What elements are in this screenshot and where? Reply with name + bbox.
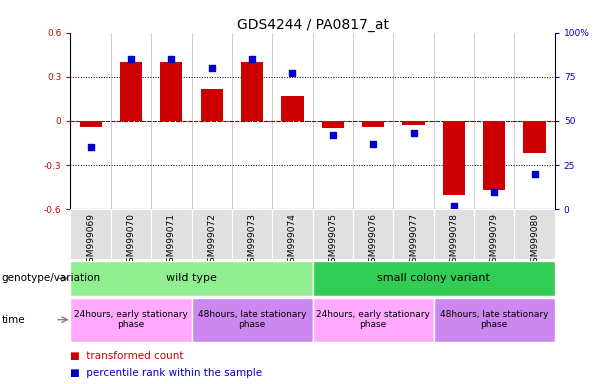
Text: GSM999075: GSM999075 xyxy=(329,213,337,268)
Point xyxy=(167,56,177,62)
Bar xyxy=(272,209,313,259)
Text: small colony variant: small colony variant xyxy=(377,273,490,283)
Point xyxy=(86,144,96,151)
Text: GSM999069: GSM999069 xyxy=(86,213,95,268)
Point xyxy=(207,65,216,71)
Text: GSM999073: GSM999073 xyxy=(248,213,257,268)
Bar xyxy=(443,121,465,195)
Bar xyxy=(232,209,272,259)
Text: GSM999074: GSM999074 xyxy=(288,213,297,268)
Bar xyxy=(322,121,344,128)
Bar xyxy=(70,261,313,296)
Text: wild type: wild type xyxy=(166,273,217,283)
Bar xyxy=(111,209,151,259)
Bar xyxy=(353,209,394,259)
Point xyxy=(489,189,499,195)
Text: 24hours, early stationary
phase: 24hours, early stationary phase xyxy=(316,310,430,329)
Bar xyxy=(433,298,555,342)
Point xyxy=(449,203,459,209)
Bar xyxy=(394,209,434,259)
Point xyxy=(530,171,539,177)
Bar xyxy=(200,89,223,121)
Bar xyxy=(120,62,142,121)
Text: GSM999080: GSM999080 xyxy=(530,213,539,268)
Point xyxy=(368,141,378,147)
Text: GSM999072: GSM999072 xyxy=(207,213,216,268)
Bar xyxy=(191,298,313,342)
Bar xyxy=(80,121,102,127)
Point xyxy=(287,70,297,76)
Point xyxy=(126,56,136,62)
Bar xyxy=(483,121,505,190)
Text: GSM999076: GSM999076 xyxy=(368,213,378,268)
Bar xyxy=(514,209,555,259)
Point xyxy=(328,132,338,138)
Text: 24hours, early stationary
phase: 24hours, early stationary phase xyxy=(74,310,188,329)
Bar xyxy=(191,209,232,259)
Bar xyxy=(241,62,263,121)
Text: GSM999071: GSM999071 xyxy=(167,213,176,268)
Point xyxy=(409,130,419,136)
Text: ■  transformed count: ■ transformed count xyxy=(70,351,184,361)
Text: GSM999070: GSM999070 xyxy=(126,213,135,268)
Text: 48hours, late stationary
phase: 48hours, late stationary phase xyxy=(440,310,549,329)
Text: 48hours, late stationary
phase: 48hours, late stationary phase xyxy=(198,310,306,329)
Bar xyxy=(70,298,191,342)
Text: GSM999077: GSM999077 xyxy=(409,213,418,268)
Text: ■  percentile rank within the sample: ■ percentile rank within the sample xyxy=(70,368,262,378)
Text: time: time xyxy=(1,314,25,325)
Bar xyxy=(313,209,353,259)
Bar xyxy=(402,121,425,126)
Bar xyxy=(474,209,514,259)
Bar xyxy=(151,209,191,259)
Bar xyxy=(362,121,384,127)
Bar xyxy=(281,96,303,121)
Point xyxy=(247,56,257,62)
Bar xyxy=(313,261,555,296)
Text: GSM999078: GSM999078 xyxy=(449,213,459,268)
Bar xyxy=(524,121,546,153)
Text: GSM999079: GSM999079 xyxy=(490,213,499,268)
Bar xyxy=(313,298,434,342)
Bar xyxy=(70,209,111,259)
Bar xyxy=(433,209,474,259)
Text: genotype/variation: genotype/variation xyxy=(1,273,101,283)
Bar xyxy=(160,62,183,121)
Title: GDS4244 / PA0817_at: GDS4244 / PA0817_at xyxy=(237,18,389,31)
